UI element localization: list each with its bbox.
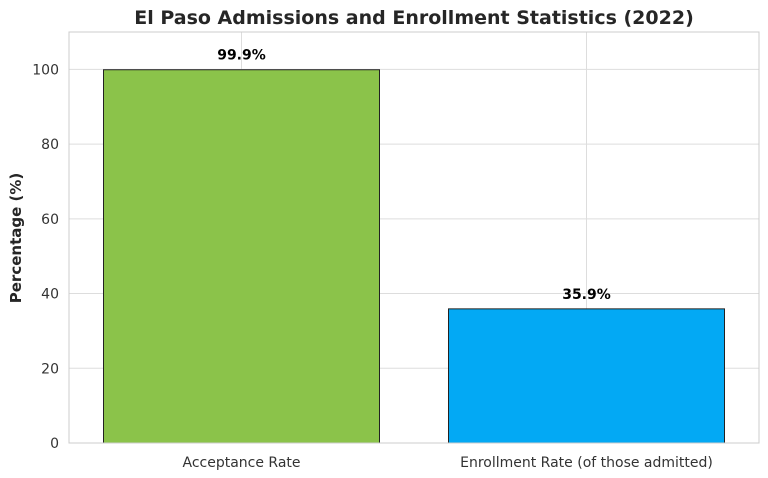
bars (103, 69, 725, 444)
chart-title: El Paso Admissions and Enrollment Statis… (134, 7, 694, 29)
y-axis-ticks: 0 20 40 60 80 100 (32, 62, 59, 452)
y-tick-label: 0 (50, 436, 59, 452)
y-tick-label: 20 (41, 361, 59, 377)
x-axis-ticks: Acceptance Rate Enrollment Rate (of those… (182, 455, 712, 471)
y-tick-label: 40 (41, 287, 59, 303)
x-tick-label: Enrollment Rate (of those admitted) (460, 455, 713, 471)
y-tick-label: 80 (41, 137, 59, 153)
data-labels: 99.9% 35.9% (217, 48, 611, 303)
data-label: 99.9% (217, 48, 266, 64)
bar (103, 69, 380, 444)
x-tick-label: Acceptance Rate (182, 455, 300, 471)
y-tick-label: 60 (41, 212, 59, 228)
y-axis-label: Percentage (%) (7, 173, 25, 303)
bar (448, 308, 725, 444)
data-label: 35.9% (562, 287, 611, 303)
plot-frame (68, 31, 760, 444)
y-tick-label: 100 (32, 62, 59, 78)
